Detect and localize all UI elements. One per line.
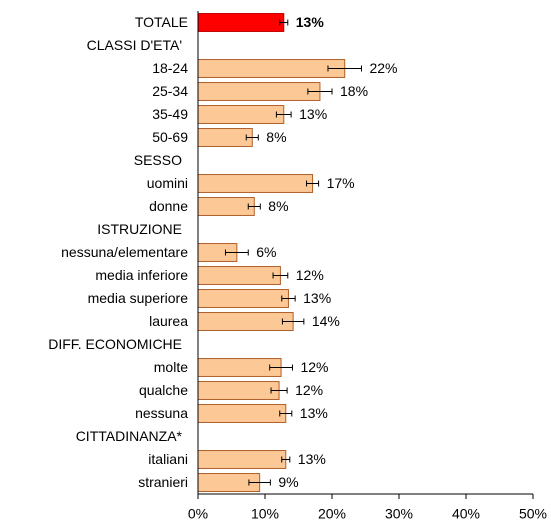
error-bar (281, 295, 296, 302)
y-tick-label: molte (154, 359, 188, 375)
x-tick-label: 30% (385, 506, 413, 522)
y-tick-label: 50-69 (152, 129, 188, 145)
bar (197, 358, 282, 377)
x-tick-label: 50% (519, 506, 547, 522)
y-tick-label: SESSO (134, 152, 182, 168)
value-label: 6% (256, 244, 276, 260)
y-tick-label: 35-49 (152, 106, 188, 122)
bar (197, 82, 321, 101)
y-tick-label: nessuna (135, 405, 188, 421)
y-tick-label: ISTRUZIONE (97, 221, 182, 237)
error-bar (279, 410, 293, 417)
value-label: 22% (369, 60, 397, 76)
value-label: 13% (298, 451, 326, 467)
x-tick-label: 40% (452, 506, 480, 522)
error-bar (270, 387, 288, 394)
error-bar (224, 249, 249, 256)
error-bar (269, 364, 293, 371)
error-bar (247, 203, 261, 210)
error-bar (245, 134, 259, 141)
value-label: 13% (296, 14, 325, 30)
bar (197, 59, 346, 78)
error-bar (281, 456, 291, 463)
bar (197, 289, 289, 308)
y-tick-label: uomini (147, 175, 188, 191)
bar (197, 128, 253, 147)
bar (197, 312, 294, 331)
error-bar (279, 19, 289, 26)
x-tick-label: 0% (188, 506, 208, 522)
x-tick-label: 10% (251, 506, 279, 522)
y-tick-label: laurea (149, 313, 188, 329)
y-tick-label: nessuna/elementare (61, 244, 188, 260)
y-tick-label: media superiore (88, 290, 189, 306)
bar (197, 404, 287, 423)
value-label: 13% (300, 405, 328, 421)
value-label: 12% (300, 359, 328, 375)
y-tick-label: CLASSI D'ETA' (87, 37, 182, 53)
value-label: 13% (299, 106, 327, 122)
value-label: 9% (278, 474, 298, 490)
error-bar (327, 65, 362, 72)
bar (197, 197, 255, 216)
y-tick-label: 25-34 (152, 83, 188, 99)
value-label: 18% (340, 83, 368, 99)
bar (197, 105, 285, 124)
error-bar (275, 111, 292, 118)
bar (197, 13, 285, 32)
error-bar (281, 318, 305, 325)
bar (197, 450, 287, 469)
x-tick-label: 20% (318, 506, 346, 522)
y-tick-label: media inferiore (95, 267, 188, 283)
y-tick-label: TOTALE (135, 14, 188, 30)
value-label: 13% (303, 290, 331, 306)
value-label: 14% (312, 313, 340, 329)
error-bar (307, 88, 333, 95)
value-label: 12% (296, 267, 324, 283)
y-tick-label: qualche (139, 382, 188, 398)
y-tick-label: donne (149, 198, 188, 214)
bar (197, 174, 314, 193)
y-tick-label: CITTADINANZA* (76, 428, 183, 444)
error-bar (306, 180, 320, 187)
bar (197, 266, 281, 285)
y-tick-label: stranieri (138, 474, 188, 490)
error-bar (248, 479, 271, 486)
y-tick-label: 18-24 (152, 60, 188, 76)
y-tick-label: DIFF. ECONOMICHE (48, 336, 182, 352)
value-label: 8% (268, 198, 288, 214)
y-tick-label: italiani (148, 451, 188, 467)
value-label: 12% (295, 382, 323, 398)
value-label: 17% (327, 175, 355, 191)
bar (197, 381, 280, 400)
error-bar (272, 272, 289, 279)
value-label: 8% (266, 129, 286, 145)
